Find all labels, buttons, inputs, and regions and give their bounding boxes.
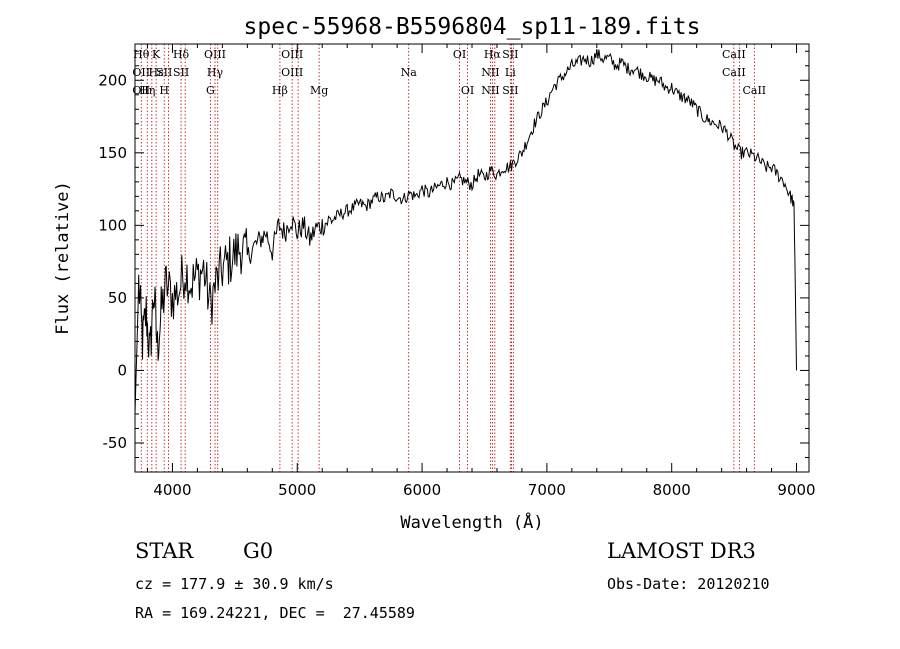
survey-name: LAMOST DR3: [607, 539, 756, 563]
plot-frame: [134, 43, 810, 473]
y-axis-label: Flux (relative): [53, 181, 73, 335]
x-tick-label-0: 4000: [153, 481, 191, 499]
line-label-0-2: OII: [132, 84, 150, 97]
line-label-4-1: SII: [156, 66, 172, 79]
y-tick-label-0: -50: [103, 434, 128, 452]
emission-line-markers: [140, 44, 755, 472]
x-axis-label: Wavelength (Å): [400, 511, 543, 533]
line-label-21-2: SII: [502, 84, 518, 97]
line-label-9-1: Hγ: [207, 66, 224, 79]
line-label-17-2: OI: [461, 84, 474, 97]
x-axis-ticks: 4000 5000 6000 7000 8000 9000: [146, 44, 816, 499]
line-label-9-0: OIII: [204, 48, 226, 61]
observation-date: Obs-Date: 20120210: [607, 575, 770, 593]
y-tick-label-5: 200: [98, 71, 127, 89]
y-tick-label-3: 100: [98, 216, 127, 234]
line-label-18-1: NII: [481, 66, 499, 79]
y-tick-label-1: 0: [117, 361, 127, 379]
flux-series-line: [134, 48, 797, 415]
line-label-24-0: CaII: [722, 48, 746, 61]
line-label-6-0: Hδ: [173, 48, 190, 61]
x-tick-label-4: 8000: [653, 481, 691, 499]
line-label-4-2: H: [159, 84, 169, 97]
sky-coordinates: RA = 169.24221, DEC = 27.45589: [135, 604, 415, 622]
x-tick-label-5: 9000: [777, 481, 815, 499]
line-label-14-2: Mg: [310, 84, 328, 97]
line-label-19-0: Hα: [484, 48, 502, 61]
line-label-0-0: Hθ: [133, 48, 150, 61]
x-tick-label-2: 6000: [403, 481, 441, 499]
line-label-21-0: SII: [502, 48, 518, 61]
line-label-21-1: Li: [505, 66, 516, 79]
redshift-velocity: cz = 177.9 ± 30.9 km/s: [135, 575, 334, 593]
y-axis-ticks: -50 0 50 100 150 200: [98, 50, 809, 458]
line-label-11-2: Hβ: [272, 84, 288, 97]
y-tick-label-2: 50: [108, 289, 127, 307]
line-label-12-0: OIII: [281, 48, 303, 61]
line-label-12-1: OIII: [281, 66, 303, 79]
line-label-6-1: SII: [173, 66, 189, 79]
line-label-0-1: OII: [132, 66, 150, 79]
emission-line-labels: HθOIIOIIHηKHεSIIHHδSIIGOIIIHγHβOIIIOIIIM…: [132, 48, 766, 97]
line-label-26-2: CaII: [742, 84, 766, 97]
line-label-15-1: Na: [401, 66, 418, 79]
chart-title: spec-55968-B5596804_sp11-189.fits: [244, 14, 701, 40]
line-label-3-1: Hε: [148, 66, 164, 79]
y-tick-label-4: 150: [98, 144, 127, 162]
x-tick-label-1: 5000: [278, 481, 316, 499]
line-label-8-2: G: [206, 84, 215, 97]
x-tick-label-3: 7000: [528, 481, 566, 499]
line-label-3-0: K: [152, 48, 161, 61]
line-label-16-0: OI: [453, 48, 466, 61]
object-subclass: G0: [243, 539, 274, 563]
line-label-24-1: CaII: [722, 66, 746, 79]
object-class: STAR: [135, 539, 194, 563]
line-label-18-2: NII: [481, 84, 499, 97]
line-label-1-2: Hη: [139, 84, 155, 97]
